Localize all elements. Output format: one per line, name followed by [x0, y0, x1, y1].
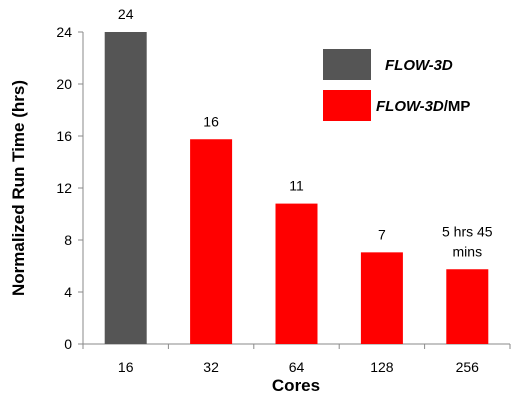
- x-tick-label: 64: [289, 359, 305, 375]
- data-labels: 24 16 11 7 5 hrs 45 mins: [118, 6, 493, 259]
- y-tick-label: 20: [56, 76, 72, 92]
- y-tick-label: 0: [64, 336, 72, 352]
- data-label: 11: [289, 178, 304, 194]
- bar: [275, 203, 318, 344]
- data-label: 24: [118, 6, 134, 22]
- bar: [190, 139, 233, 344]
- data-label: 16: [203, 113, 219, 129]
- legend-label-flow-3d: FLOW-3D: [385, 57, 453, 74]
- y-tick-label: 24: [56, 24, 72, 40]
- legend-label-flow-3d-mp-suffix: /MP: [444, 98, 471, 115]
- legend-label-flow-3d-mp-name: FLOW-3D: [376, 98, 444, 115]
- x-axis-title: Cores: [272, 376, 320, 395]
- bar: [360, 252, 403, 344]
- y-axis-title: Normalized Run Time (hrs): [9, 80, 28, 296]
- legend-swatch-flow-3d: [323, 49, 371, 80]
- x-ticks: 16 32 64 128 256: [82, 344, 511, 375]
- y-tick-label: 16: [56, 128, 72, 144]
- legend: FLOW-3D FLOW-3D/MP: [323, 49, 470, 121]
- data-label: 5 hrs 45: [442, 223, 493, 239]
- bars: [104, 32, 489, 344]
- x-tick-label: 32: [203, 359, 219, 375]
- legend-label-flow-3d-mp: FLOW-3D/MP: [376, 98, 470, 115]
- data-label: 7: [378, 226, 386, 242]
- bar: [446, 269, 489, 344]
- legend-swatch-flow-3d-mp: [323, 90, 371, 121]
- y-tick-label: 4: [64, 284, 72, 300]
- x-tick-label: 256: [456, 359, 480, 375]
- y-ticks: 0 4 8 12 16 20 24: [56, 24, 83, 352]
- y-tick-label: 12: [56, 180, 72, 196]
- data-label: mins: [453, 243, 483, 259]
- y-tick-label: 8: [64, 232, 72, 248]
- bar: [104, 32, 147, 344]
- x-tick-label: 16: [118, 359, 134, 375]
- x-tick-label: 128: [370, 359, 394, 375]
